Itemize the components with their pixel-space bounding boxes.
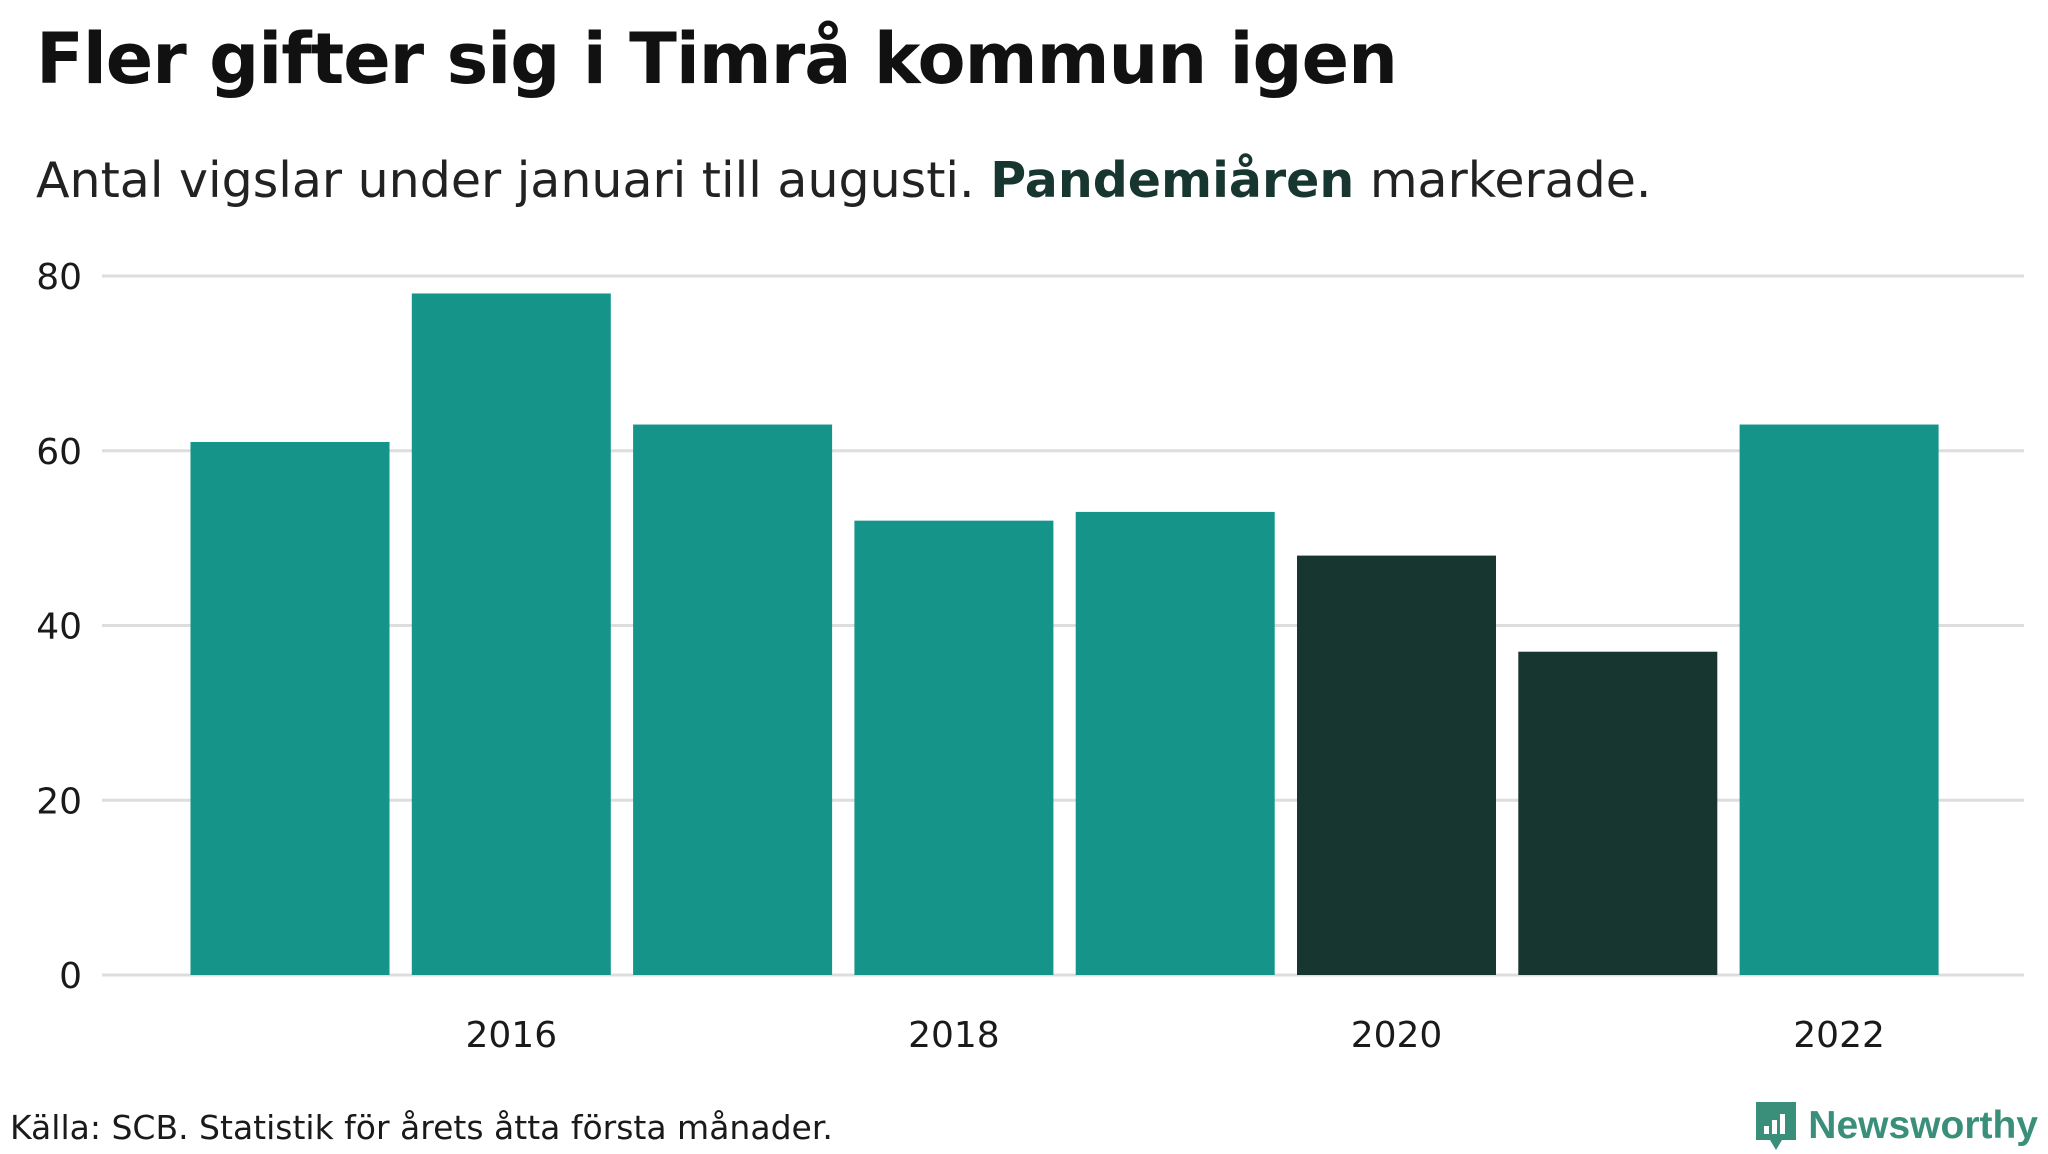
bar-2020	[1297, 555, 1496, 975]
bar-chart: 0 20 40 60 80 2016 2018 2020 2022	[36, 257, 2024, 1056]
bar-chart-logo-icon	[1756, 1102, 1797, 1150]
bar-2015	[190, 442, 390, 975]
x-axis: 2016 2018 2020 2022	[465, 1015, 1884, 1056]
bar-2016	[411, 293, 611, 976]
subtitle-text-end: markerade.	[1369, 152, 1652, 209]
y-tick-label: 0	[59, 956, 82, 997]
x-tick-label: 2022	[1793, 1015, 1885, 1056]
bar-2019	[1075, 511, 1275, 975]
y-axis: 0 20 40 60 80	[36, 257, 82, 997]
y-tick-label: 60	[36, 432, 82, 473]
x-tick-label: 2018	[908, 1015, 1000, 1056]
bar-2018	[854, 520, 1054, 975]
chart-title: Fler gifter sig i Timrå kommun igen	[36, 18, 1398, 100]
bar-2022	[1739, 424, 1939, 976]
bar-2017	[633, 424, 833, 976]
gridlines	[102, 274, 2024, 977]
y-tick-label: 40	[36, 607, 82, 648]
bar-2021	[1518, 651, 1718, 975]
y-tick-label: 80	[36, 257, 82, 298]
y-tick-label: 20	[36, 781, 82, 822]
x-tick-label: 2020	[1351, 1015, 1443, 1056]
chart-subtitle: Antal vigslar under januari till augusti…	[36, 152, 1652, 209]
brand-name: Newsworthy	[1808, 1104, 2038, 1147]
brand-logo: Newsworthy	[1752, 1098, 2038, 1154]
subtitle-highlight: Pandemiåren	[990, 152, 1355, 209]
bars	[190, 293, 1939, 976]
subtitle-text: Antal vigslar under januari till augusti…	[36, 152, 975, 209]
x-tick-label: 2016	[465, 1015, 557, 1056]
source-note: Källa: SCB. Statistik för årets åtta för…	[10, 1108, 833, 1147]
